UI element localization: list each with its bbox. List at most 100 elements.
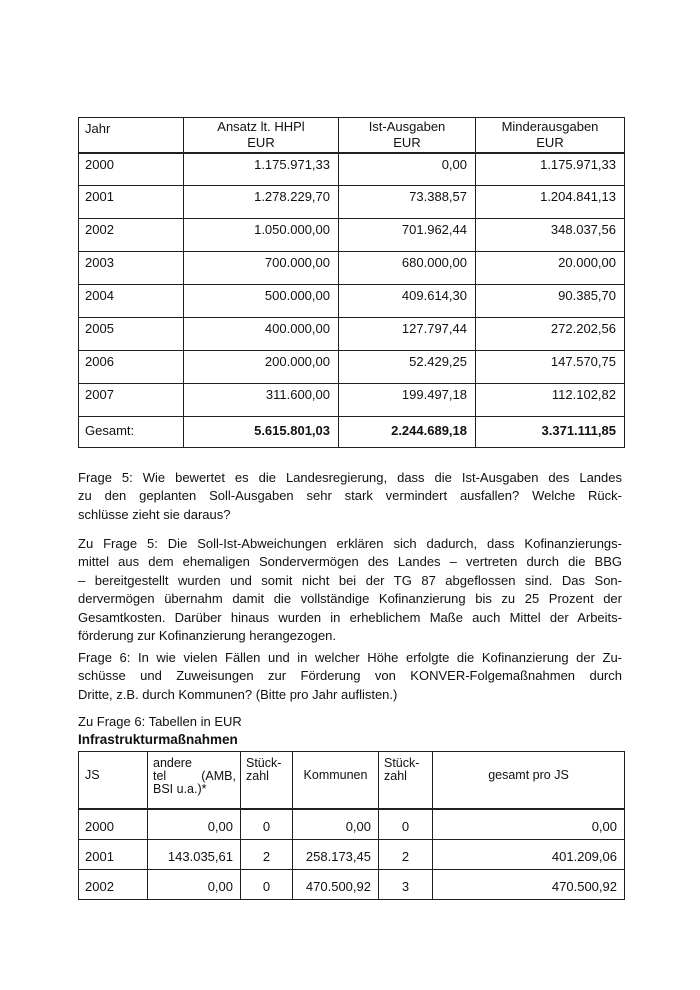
cell-stueckzahl-1: 0	[240, 808, 293, 840]
paragraph-zu-frage5: Zu Frage 5: Die Soll-Ist-Abweichungen er…	[78, 535, 622, 645]
cell-minder: 1.175.971,33	[475, 152, 625, 186]
cell-drittmittel: 0,00	[147, 808, 241, 840]
cell-minder: 20.000,00	[475, 251, 625, 285]
cell-ansatz-total: 5.615.801,03	[183, 416, 339, 448]
cell-ist: 680.000,00	[338, 251, 476, 285]
cell-jahr: 2001	[78, 185, 184, 219]
header-gesamt-pro-js: gesamt pro JS	[432, 751, 625, 810]
header-line: zahl	[384, 769, 407, 783]
header-line: EUR	[247, 135, 275, 151]
cell-js: 2000	[78, 808, 148, 840]
header-stueckzahl-2: Stück- zahl	[378, 751, 433, 810]
text-line: dervermögen übernahm damit die vollständ…	[78, 591, 622, 607]
header-jahr: Jahr	[78, 117, 184, 154]
text-line: zu den geplanten Soll-Ausgaben sehr star…	[78, 488, 622, 504]
cell-gesamt-label: Gesamt:	[78, 416, 184, 448]
cell-drittmittel: 143.035,61	[147, 839, 241, 870]
table-row: 2001 143.035,61 2 258.173,45 2 401.209,0…	[78, 839, 625, 870]
cell-ansatz: 400.000,00	[183, 317, 339, 351]
table-row: 2007 311.600,00 199.497,18 112.102,82	[78, 383, 625, 417]
infrastruktur-heading: Infrastrukturmaßnahmen	[78, 732, 238, 747]
cell-ist: 127.797,44	[338, 317, 476, 351]
table-total-row: Gesamt: 5.615.801,03 2.244.689,18 3.371.…	[78, 416, 625, 448]
table-row: 2004 500.000,00 409.614,30 90.385,70	[78, 284, 625, 318]
text-line: schlüsse zieht sie daraus?	[78, 506, 231, 522]
header-line: EUR	[536, 135, 564, 151]
cell-gesamt: 401.209,06	[432, 839, 625, 870]
header-minderausgaben: Minderausgaben EUR	[475, 117, 625, 154]
text-line: Frage 6: In wie vielen Fällen und in wel…	[78, 650, 622, 665]
ausgaben-table: Jahr Ansatz lt. HHPl EUR Ist-Ausgaben EU…	[78, 117, 625, 448]
table-row: 2003 700.000,00 680.000,00 20.000,00	[78, 251, 625, 285]
cell-kommunen: 470.500,92	[292, 869, 379, 900]
cell-stueckzahl-2: 0	[378, 808, 433, 840]
cell-minder: 112.102,82	[475, 383, 625, 417]
cell-ist-total: 2.244.689,18	[338, 416, 476, 448]
cell-stueckzahl-2: 2	[378, 839, 433, 870]
text-line: – bereitgestellt wurden und somit nicht …	[78, 572, 622, 588]
cell-stueckzahl-2: 3	[378, 869, 433, 900]
header-js: JS	[78, 751, 148, 810]
cell-minder: 348.037,56	[475, 218, 625, 252]
header-line: Ist-Ausgaben	[368, 119, 446, 135]
cell-jahr: 2005	[78, 317, 184, 351]
table-row: 2000 0,00 0 0,00 0 0,00	[78, 808, 625, 840]
cell-jahr: 2007	[78, 383, 184, 417]
cell-minder-total: 3.371.111,85	[475, 416, 625, 448]
cell-jahr: 2000	[78, 152, 184, 186]
cell-jahr: 2006	[78, 350, 184, 384]
cell-ansatz: 1.175.971,33	[183, 152, 339, 186]
text-line: Dritte, z.B. durch Kommunen? (Bitte pro …	[78, 686, 398, 702]
header-ist-ausgaben: Ist-Ausgaben EUR	[338, 117, 476, 154]
cell-ansatz: 500.000,00	[183, 284, 339, 318]
infrastruktur-table: JS andere Drittmit- tel (AMB, SAM, BSI u…	[78, 751, 625, 900]
text-line: schüsse und Zuweisungen zur Förderung vo…	[78, 668, 622, 684]
text-line: förderung zur Kofinanzierung herangezoge…	[78, 627, 337, 643]
cell-stueckzahl-1: 0	[240, 869, 293, 900]
line-zu-frage6: Zu Frage 6: Tabellen in EUR	[78, 714, 242, 729]
text-line: Zu Frage 5: Die Soll-Ist-Abweichungen er…	[78, 536, 622, 551]
header-kommunen: Kommunen	[292, 751, 379, 810]
cell-stueckzahl-1: 2	[240, 839, 293, 870]
text-line: mittel aus dem ehemaligen Sondervermögen…	[78, 554, 622, 570]
cell-jahr: 2002	[78, 218, 184, 252]
header-line: Ansatz lt. HHPl	[217, 119, 305, 135]
header-line: tel (AMB, SAM,	[153, 770, 236, 783]
cell-ist: 73.388,57	[338, 185, 476, 219]
cell-ansatz: 1.278.229,70	[183, 185, 339, 219]
cell-minder: 147.570,75	[475, 350, 625, 384]
cell-minder: 90.385,70	[475, 284, 625, 318]
header-line: BSI u.a.)*	[153, 783, 207, 796]
text-line: Frage 5: Wie bewertet es die Landesregie…	[78, 470, 622, 485]
cell-minder: 272.202,56	[475, 317, 625, 351]
header-line: andere Drittmit-	[153, 757, 197, 770]
cell-js: 2001	[78, 839, 148, 870]
cell-kommunen: 258.173,45	[292, 839, 379, 870]
table-header-row: Jahr Ansatz lt. HHPl EUR Ist-Ausgaben EU…	[78, 117, 625, 154]
cell-ist: 701.962,44	[338, 218, 476, 252]
cell-minder: 1.204.841,13	[475, 185, 625, 219]
table-row: 2001 1.278.229,70 73.388,57 1.204.841,13	[78, 185, 625, 219]
cell-jahr: 2003	[78, 251, 184, 285]
cell-drittmittel: 0,00	[147, 869, 241, 900]
table-row: 2000 1.175.971,33 0,00 1.175.971,33	[78, 152, 625, 186]
header-line: Stück-	[246, 756, 282, 770]
cell-ansatz: 311.600,00	[183, 383, 339, 417]
cell-ansatz: 200.000,00	[183, 350, 339, 384]
cell-ist: 409.614,30	[338, 284, 476, 318]
cell-gesamt: 470.500,92	[432, 869, 625, 900]
table-row: 2005 400.000,00 127.797,44 272.202,56	[78, 317, 625, 351]
cell-ist: 52.429,25	[338, 350, 476, 384]
header-ansatz: Ansatz lt. HHPl EUR	[183, 117, 339, 154]
header-line: Stück-	[384, 756, 420, 770]
cell-ist: 0,00	[338, 152, 476, 186]
cell-js: 2002	[78, 869, 148, 900]
header-line: EUR	[393, 135, 421, 151]
table-row: 2006 200.000,00 52.429,25 147.570,75	[78, 350, 625, 384]
header-line: Minderausgaben	[501, 119, 599, 135]
header-line: zahl	[246, 769, 269, 783]
table-header-row: JS andere Drittmit- tel (AMB, SAM, BSI u…	[78, 751, 625, 810]
header-stueckzahl-1: Stück- zahl	[240, 751, 293, 810]
cell-ansatz: 1.050.000,00	[183, 218, 339, 252]
